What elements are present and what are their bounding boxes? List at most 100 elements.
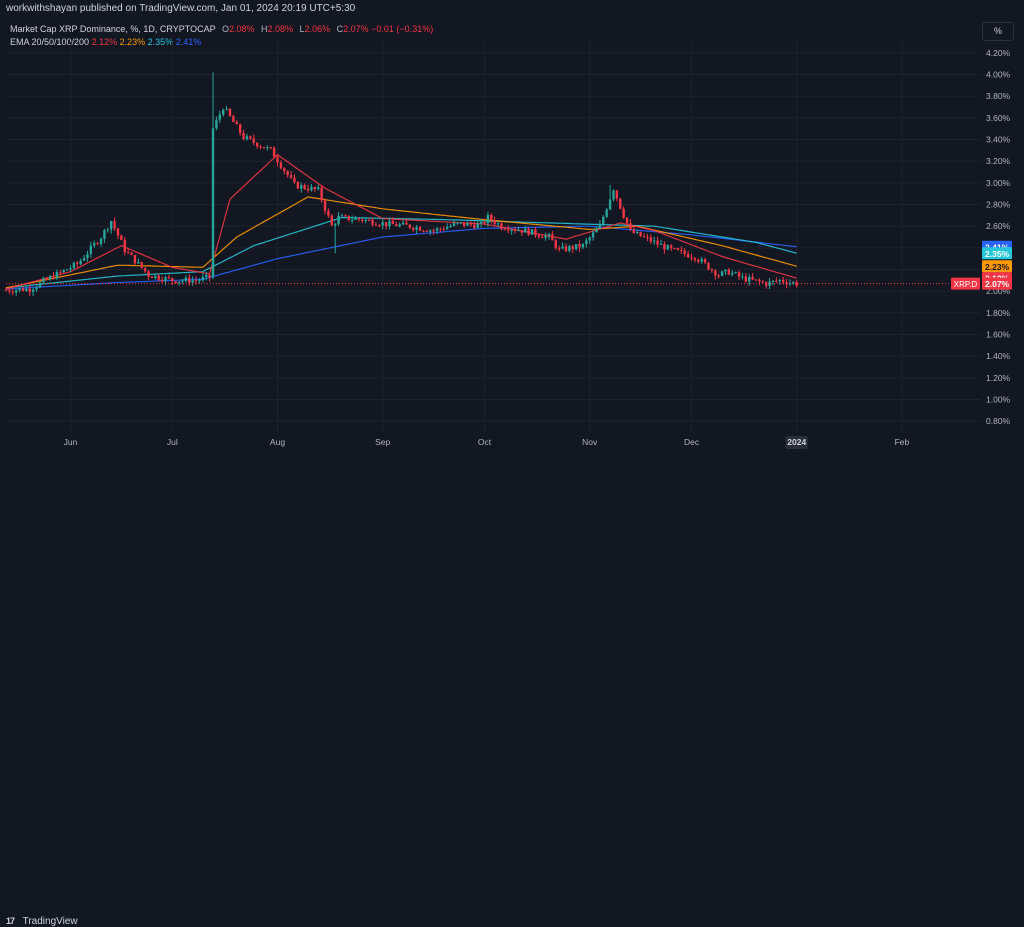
candle-body [38,282,42,288]
candle-body [310,186,313,191]
candle-body [581,243,585,248]
candle-body [201,276,205,281]
ema-badge [982,247,1012,260]
y-tick-label: 2.80% [986,200,1011,210]
ema50-line [5,196,797,289]
candle-body [147,271,150,277]
candle-body [99,238,103,244]
price-chart[interactable]: 4.20% 4.00% 3.80% 3.60% 3.40% 3.20% 3.00% 2.80%… [0,0,1024,474]
candle-body [483,222,486,224]
candle-body [778,279,781,282]
percent-scale-button[interactable]: % [982,22,1014,41]
candle-body [401,222,405,225]
y-axis[interactable]: 4.20% 4.00% 3.80% 3.60% 3.40% 3.20% 3.00% 2.80%… [986,48,1011,426]
candle-body [690,257,693,259]
candle-body [574,243,578,250]
candle-body [130,252,133,255]
tradingview-brand: TradingView [22,916,78,927]
symbol-title[interactable]: Market Cap XRP Dominance, %, 1D, CRYPTOC… [10,24,216,34]
candle-body [673,248,676,250]
ema100-line [5,216,797,289]
candle-body [754,279,758,281]
candle-body [758,279,761,282]
candle-body [700,259,703,262]
open-value: 2.08% [228,24,255,34]
candle-body [4,290,8,292]
candle-body [133,254,137,264]
candle-body [608,199,612,210]
candle-body [259,146,262,148]
candle-body [625,217,629,224]
candle-body [371,219,374,225]
candle-body [245,136,249,140]
candle-body [334,224,337,226]
candle-body [59,271,62,273]
y-tick-label: 2.60% [986,221,1011,231]
candle-body [42,278,45,283]
candle-body [357,218,361,220]
candle-body [469,223,473,225]
candle-body [25,288,28,292]
x-axis[interactable]: Jun Jul Aug Sep Oct Nov Dec 2024 Feb [64,436,910,449]
x-tick-label: Oct [478,437,492,447]
price-badge-text: 2.07% [985,279,1010,289]
candle-body [205,274,208,277]
candle-body [541,236,544,238]
candle-body [561,246,564,249]
candle-body [330,215,333,226]
candle-body [8,290,11,292]
candle-body [160,279,164,282]
candle-body [262,147,266,149]
candle-body [398,224,401,227]
candle-body [717,275,720,277]
candle-body [378,225,381,227]
candle-body [289,175,293,178]
candle-body [537,235,541,237]
candle-body [496,223,500,225]
candle-body [28,288,31,292]
candle-body [76,262,79,265]
candle-body [598,224,602,229]
x-tick-label: Jun [64,437,78,447]
x-tick-label: Sep [375,437,390,447]
candle-body [785,282,788,285]
candle-body [669,245,673,249]
candle-body [276,157,279,163]
candle-body [14,290,18,293]
ema-indicator-label[interactable]: EMA 20/50/100/200 [10,37,90,47]
tradingview-logo[interactable]: 17 TradingView [6,916,78,927]
candle-body [517,230,520,232]
candle-body [595,228,598,233]
candle-body [507,229,510,231]
candle-body [174,281,177,284]
candle-body [69,268,72,270]
candle-body [300,185,303,189]
price-badges: 2.41%2.35% 2.23% 2.12% XRP.D 2.07% [951,240,1012,290]
candle-body [768,281,771,286]
candle-body [534,229,537,236]
candle-body [585,240,588,244]
candle-body [659,244,663,246]
price-badge [982,277,1012,290]
candle-body [126,252,130,254]
candle-body [140,262,143,268]
candle-body [164,277,167,282]
candle-body [422,230,425,232]
symbol-badge [951,277,980,290]
candle-body [48,276,52,280]
candle-body [466,223,469,226]
candle-body [775,280,778,282]
candle-body [666,245,669,250]
candle-body [503,228,507,230]
symbol-badge-text: XRP.D [954,280,978,289]
candle-body [296,182,300,189]
x-tick-highlight [785,436,808,449]
candle-body [710,269,714,271]
candle-body [568,246,571,251]
x-tick-label: Jul [167,437,178,447]
y-tick-label: 3.60% [986,113,1011,123]
candle-body [744,276,748,282]
candle-body [639,231,642,237]
candle-body [123,240,126,253]
candle-body [734,272,737,274]
